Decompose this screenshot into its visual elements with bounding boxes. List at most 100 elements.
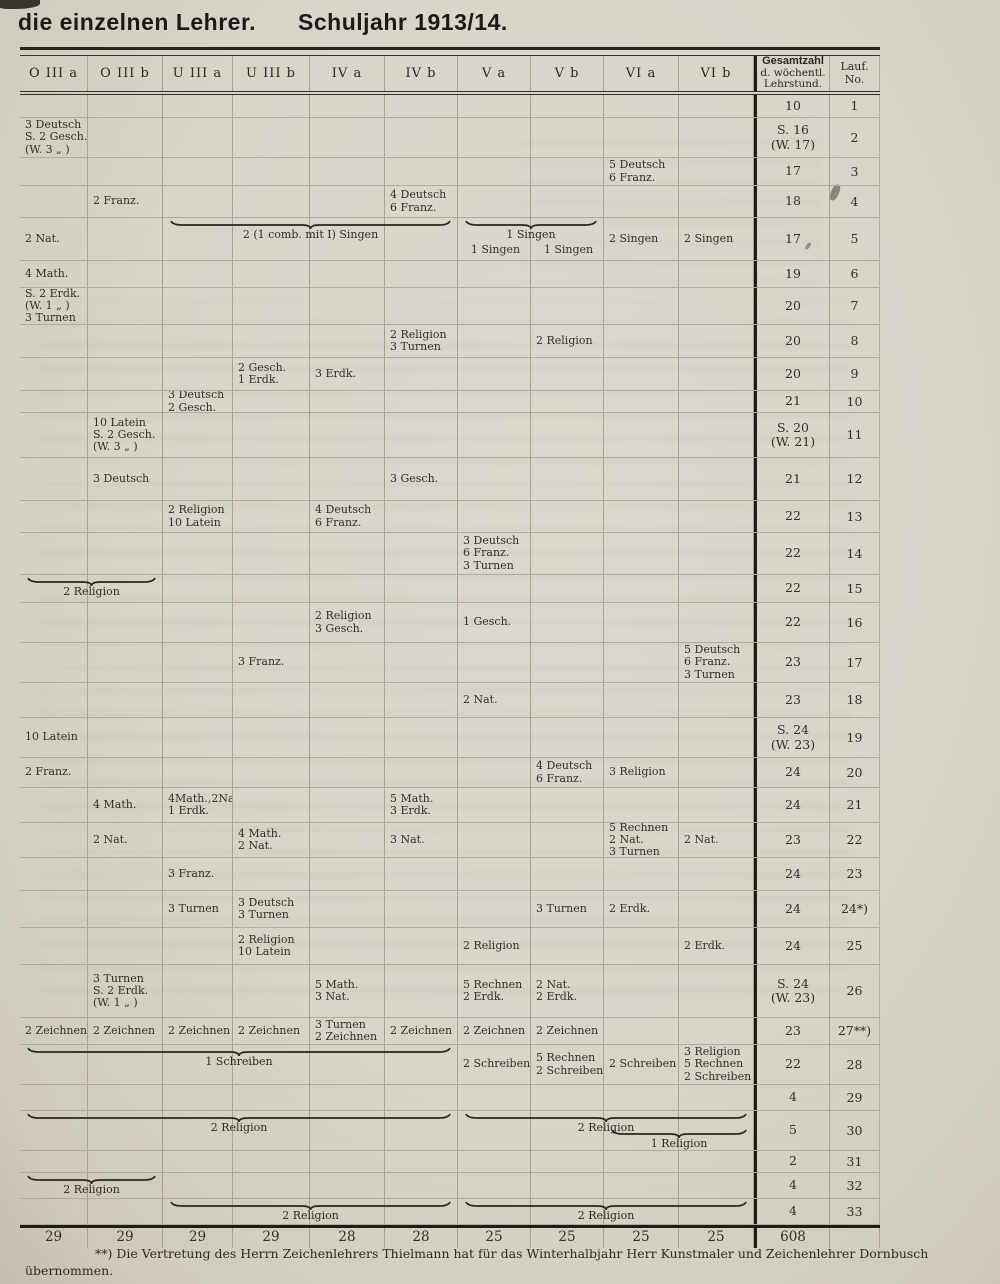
cell [88,1085,163,1110]
cell [88,891,163,927]
lauf-no-cell: 24*) [830,891,880,927]
cell [88,643,163,682]
cell [604,1111,679,1150]
cell [458,788,531,822]
cell [20,391,88,412]
cell: 1 Gesch. [458,603,531,642]
cell [679,891,754,927]
cell [310,158,385,185]
lauf-no-cell: 16 [830,603,880,642]
cell: 2 Religion 10 Latein [233,928,310,964]
column-sum: 28 [385,1228,458,1248]
lauf-no-cell: 3 [830,158,880,185]
cell [163,928,233,964]
total-cell: 23 [754,683,830,717]
total-cell: S. 24 (W. 23) [754,718,830,757]
cell [458,458,531,500]
cell [88,261,163,287]
total-cell: 21 [754,391,830,412]
table-row: 4 29 [20,1085,880,1111]
cell: 5 Math. 3 Nat. [310,965,385,1017]
cell [88,603,163,642]
cell [604,391,679,412]
lauf-no-cell: 4 [830,186,880,217]
cell [679,575,754,602]
cell [531,118,604,157]
cell [679,788,754,822]
cell [310,533,385,574]
cell [531,288,604,324]
cell [310,118,385,157]
cell: 4 Deutsch 6 Franz. [310,501,385,532]
table-row: 10 Latein S. 2 Gesch. (W. 3 „ ) S. 20 (W. 21… [20,413,880,458]
table-row: 2 Religion 3 Gesch. 1 Gesch. 22 16 [20,603,880,643]
cell [163,413,233,457]
cell [679,501,754,532]
cell [233,1085,310,1110]
lauf-no-cell: 29 [830,1085,880,1110]
lauf-header-line1: Lauf. [840,59,869,73]
cell [20,1045,88,1084]
cell [310,1173,385,1198]
total-cell: 19 [754,261,830,287]
cell [20,95,88,117]
lauf-no-cell: 18 [830,683,880,717]
cell [310,788,385,822]
grand-total: 608 [754,1228,830,1248]
cell [604,788,679,822]
table-row: 10 Latein S. 24 (W. 23) 19 [20,718,880,758]
cell: 2 Zeichnen [163,1018,233,1044]
cell [88,288,163,324]
cell [88,1151,163,1172]
cell [604,118,679,157]
column-sum: 28 [310,1228,385,1248]
cell [604,1151,679,1172]
cell: 3 Nat. [385,823,458,857]
cell [385,158,458,185]
column-header-o-iii-b: O III b [88,56,163,91]
cell: 5 Deutsch 6 Franz. [604,158,679,185]
lauf-no-cell: 11 [830,413,880,457]
cell [531,158,604,185]
lauf-no-cell: 17 [830,643,880,682]
lauf-no-cell: 12 [830,458,880,500]
cell [604,1199,679,1224]
cell [88,533,163,574]
lauf-no-cell: 33 [830,1199,880,1224]
cell [233,501,310,532]
cell: 1 Singen [458,218,531,260]
cell [310,325,385,357]
cell [310,683,385,717]
cell [385,1085,458,1110]
cell [163,643,233,682]
cell [163,186,233,217]
total-cell: 23 [754,823,830,857]
cell [531,718,604,757]
cell [20,1085,88,1110]
cell: 3 Gesch. [385,458,458,500]
cell: 5 Rechnen 2 Schreiben [531,1045,604,1084]
cell: 3 Erdk. [310,358,385,390]
cell [385,683,458,717]
table-row: 5 Deutsch 6 Franz. 17 3 [20,158,880,186]
cell [385,533,458,574]
column-header-iv-b: IV b [385,56,458,91]
cell [385,391,458,412]
cell: 2 Religion [531,325,604,357]
footnote-marker: **) [95,1246,113,1261]
cell [385,218,458,260]
cell: 5 Math. 3 Erdk. [385,788,458,822]
cell: 4 Deutsch 6 Franz. [531,758,604,787]
cell [163,118,233,157]
cell [233,95,310,117]
table-row: 2 Religion 3 Turnen 2 Religion 20 8 [20,325,880,358]
cell: 2 Religion 10 Latein [163,501,233,532]
column-sum: 25 [604,1228,679,1248]
cell [310,1085,385,1110]
total-header-line2: d. wöchentl. [760,67,826,80]
lauf-no-cell: 14 [830,533,880,574]
column-sum: 29 [163,1228,233,1248]
total-cell: 22 [754,575,830,602]
lauf-no-cell: 32 [830,1173,880,1198]
cell [458,575,531,602]
